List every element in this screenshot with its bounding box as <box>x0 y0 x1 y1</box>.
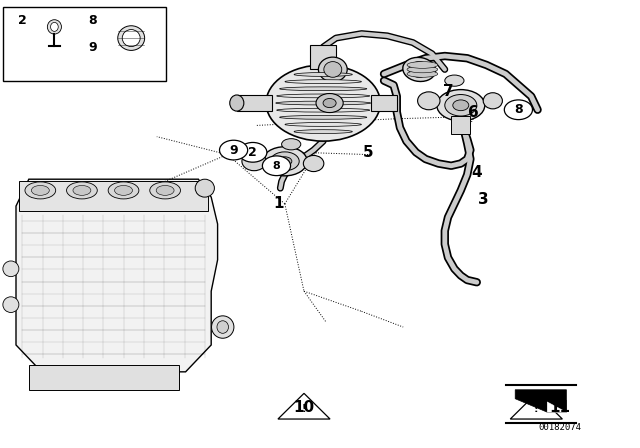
Ellipse shape <box>403 57 436 82</box>
Ellipse shape <box>115 185 132 195</box>
Bar <box>310 45 336 69</box>
Polygon shape <box>547 402 566 412</box>
Ellipse shape <box>409 62 429 77</box>
Ellipse shape <box>280 116 367 119</box>
Ellipse shape <box>319 57 347 82</box>
Bar <box>371 95 397 111</box>
Text: 8: 8 <box>273 161 280 171</box>
Polygon shape <box>278 393 330 419</box>
Text: 8: 8 <box>88 13 97 27</box>
Bar <box>29 365 179 390</box>
Text: 3: 3 <box>478 192 488 207</box>
Ellipse shape <box>25 182 56 199</box>
Circle shape <box>323 99 336 108</box>
Text: 8: 8 <box>514 103 523 116</box>
Ellipse shape <box>31 185 49 195</box>
Text: 4: 4 <box>472 165 482 180</box>
Ellipse shape <box>242 152 266 171</box>
Text: !: ! <box>534 404 539 414</box>
Ellipse shape <box>122 30 140 47</box>
Ellipse shape <box>280 87 367 90</box>
Text: 2: 2 <box>248 146 257 159</box>
Ellipse shape <box>276 108 370 112</box>
Ellipse shape <box>262 147 307 176</box>
Circle shape <box>262 156 291 176</box>
Ellipse shape <box>407 62 438 69</box>
Polygon shape <box>515 390 566 412</box>
Text: 7: 7 <box>443 84 453 99</box>
Ellipse shape <box>73 185 91 195</box>
Ellipse shape <box>3 297 19 313</box>
Ellipse shape <box>108 182 139 199</box>
Ellipse shape <box>483 93 502 109</box>
Ellipse shape <box>266 65 380 141</box>
Ellipse shape <box>445 75 464 86</box>
Ellipse shape <box>67 182 97 199</box>
Ellipse shape <box>285 123 362 126</box>
Ellipse shape <box>217 321 228 333</box>
Polygon shape <box>16 179 218 372</box>
Bar <box>237 95 272 111</box>
Ellipse shape <box>282 138 301 150</box>
Ellipse shape <box>51 22 58 31</box>
Ellipse shape <box>303 155 324 172</box>
Bar <box>451 116 470 134</box>
Circle shape <box>316 94 343 112</box>
Ellipse shape <box>324 62 342 77</box>
Ellipse shape <box>195 179 214 197</box>
Ellipse shape <box>453 100 468 111</box>
Ellipse shape <box>230 95 244 111</box>
Ellipse shape <box>276 94 370 98</box>
Text: 9: 9 <box>88 40 97 54</box>
Ellipse shape <box>407 71 438 78</box>
Text: 5: 5 <box>363 145 373 160</box>
Text: 10: 10 <box>293 400 315 415</box>
Text: 11: 11 <box>550 400 570 415</box>
Text: 2: 2 <box>18 13 27 27</box>
Ellipse shape <box>271 152 300 171</box>
Circle shape <box>239 142 267 162</box>
Ellipse shape <box>3 261 19 276</box>
Ellipse shape <box>150 182 180 199</box>
Circle shape <box>504 100 532 120</box>
Ellipse shape <box>417 92 440 110</box>
Bar <box>19 181 208 211</box>
Ellipse shape <box>407 66 438 73</box>
Ellipse shape <box>47 20 61 34</box>
Text: 00182074: 00182074 <box>538 423 582 432</box>
Polygon shape <box>510 393 563 419</box>
Ellipse shape <box>436 90 485 121</box>
Ellipse shape <box>156 185 174 195</box>
Ellipse shape <box>212 316 234 338</box>
Ellipse shape <box>294 73 353 77</box>
Text: 1: 1 <box>273 196 284 211</box>
Ellipse shape <box>118 26 145 51</box>
Ellipse shape <box>276 101 371 105</box>
Circle shape <box>220 140 248 160</box>
Bar <box>3 7 166 81</box>
Ellipse shape <box>294 130 353 134</box>
Ellipse shape <box>278 157 292 166</box>
Ellipse shape <box>445 95 477 116</box>
Text: !: ! <box>301 404 307 414</box>
Ellipse shape <box>285 80 362 83</box>
Text: 9: 9 <box>229 143 238 157</box>
Text: 6: 6 <box>468 104 479 120</box>
